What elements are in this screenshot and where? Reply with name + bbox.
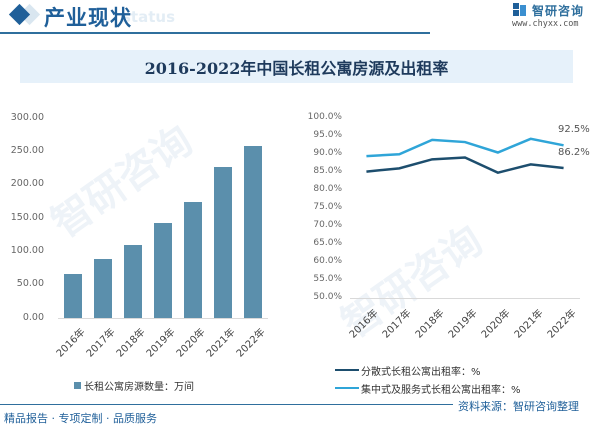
line-series-dispersed [366,156,564,174]
y-axis-tick-label: 75.0% [313,202,342,213]
y-axis-tick-label: 300.00 [10,111,44,123]
chart-title: 2016-2022年中国长租公寓房源及出租率 [144,58,449,78]
y-axis-tick-label: 70.0% [313,220,342,231]
bar [94,259,112,318]
bar [214,166,232,318]
y-axis-tick-label: 50.0% [313,292,342,303]
line-plot [366,137,564,174]
brand-name: 智研咨询 [532,4,585,18]
y-axis-tick-label: 65.0% [313,238,342,249]
bar-chart: 0.00 50.00 100.00 150.00 200.00 250.00 300.00 2… [0,100,300,400]
bar [124,245,142,318]
y-axis-tick-label: 100.0% [307,112,342,123]
y-axis-tick-label: 55.0% [313,274,342,285]
legend-label: 分散式长租公寓出租率：% [361,367,481,378]
page-title: 产业现状 [44,5,132,30]
legend-label: 集中式及服务式长租公寓出租率：% [361,385,521,396]
legend-label: 长租公寓房源数量：万间 [84,382,194,393]
line-chart: 50.0% 55.0% 60.0% 65.0% 70.0% 75.0% 80.0% 85.0%… [300,100,600,400]
chart-title-band: 2016-2022年中国长租公寓房源及出租率 [20,50,573,83]
data-label: 86.2% [558,147,590,158]
y-axis-tick-label: 0.00 [22,311,44,323]
x-axis-line [58,317,268,319]
legend-swatch [74,382,81,389]
footer-divider [0,404,453,405]
legend-swatch [335,387,359,389]
y-axis-tick-label: 200.00 [10,178,44,190]
header-divider [0,32,430,34]
bar [154,222,172,318]
bar [64,273,82,318]
legend-swatch [335,369,359,371]
y-axis-tick-label: 90.0% [313,148,342,159]
brand-url: www.chyxx.com [512,19,579,29]
y-axis-tick-label: 150.00 [10,211,44,223]
header-ghost-text: status [122,8,175,26]
y-axis-tick-label: 100.00 [10,245,44,257]
footer-source: 资料来源：智研咨询整理 [458,400,579,413]
y-axis-tick-label: 95.0% [313,130,342,141]
bar [244,145,262,318]
line-series-centralized [366,137,564,158]
data-label: 92.5% [558,124,590,135]
bar [184,201,202,318]
brand-logo-icon [513,3,526,16]
y-axis-tick-label: 50.00 [16,278,44,290]
x-axis-line [350,298,580,300]
y-axis-tick-label: 250.00 [10,145,44,157]
footer-tagline: 精品报告 · 专项定制 · 品质服务 [4,412,157,425]
y-axis-tick-label: 60.0% [313,256,342,267]
y-axis-tick-label: 80.0% [313,184,342,195]
y-axis-tick-label: 85.0% [313,166,342,177]
